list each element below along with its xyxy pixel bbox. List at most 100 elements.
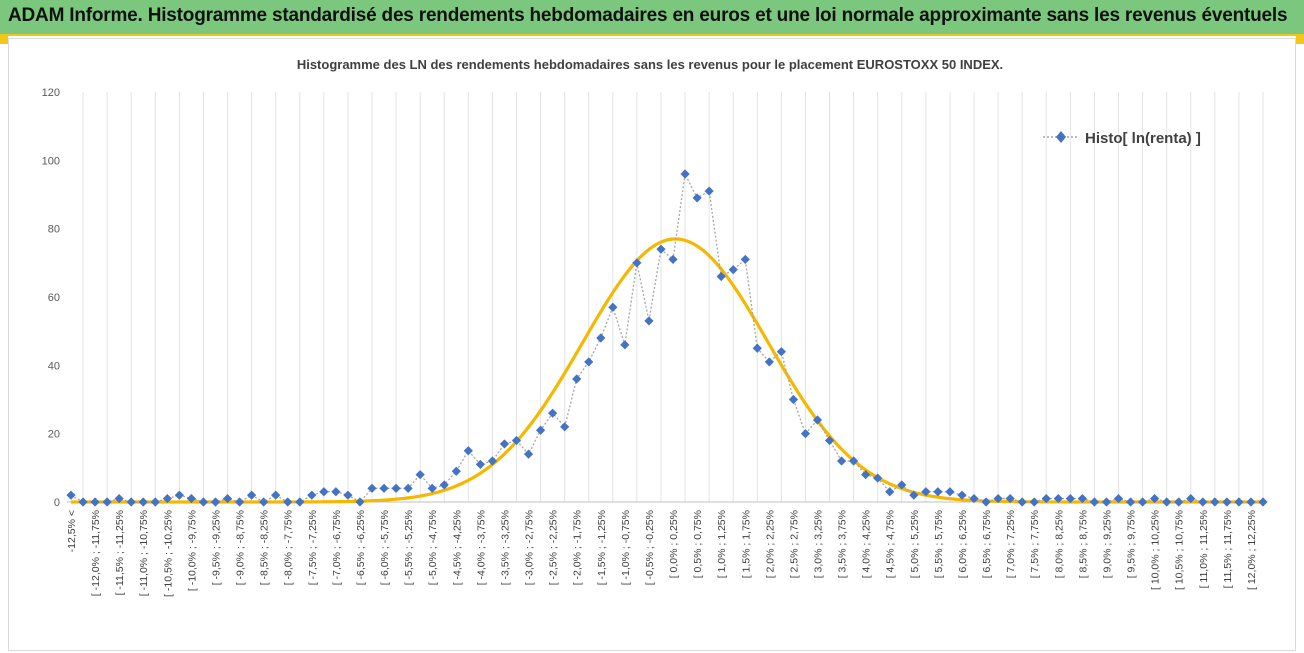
data-point-marker xyxy=(150,497,160,507)
data-point-marker xyxy=(1222,497,1232,507)
data-point-marker xyxy=(343,490,353,500)
data-point-marker xyxy=(824,435,835,446)
data-point-marker xyxy=(451,466,461,476)
data-point-marker xyxy=(427,483,437,493)
data-point-marker xyxy=(993,493,1003,504)
y-tick-label: 0 xyxy=(54,497,60,509)
x-tick-label: [ 2,5% ; 2,75% xyxy=(788,510,800,578)
data-point-marker xyxy=(283,497,293,507)
normal-curve xyxy=(71,237,1263,504)
data-point-marker xyxy=(523,449,534,459)
data-point-marker xyxy=(307,490,317,500)
x-tick-label: [ -0,5% ; -0,25% xyxy=(644,510,656,585)
data-point-marker xyxy=(198,497,209,507)
data-point-marker xyxy=(957,490,967,500)
data-point-marker xyxy=(90,497,100,507)
data-point-marker xyxy=(1065,493,1075,504)
x-tick-label: [ -11,0% ; -10,75% xyxy=(138,510,150,596)
x-tick-label: [ 10,5% ; 10,75% xyxy=(1174,510,1186,590)
data-point-marker xyxy=(836,456,847,466)
data-point-marker xyxy=(764,357,774,367)
x-tick-label: [ 2,0% ; 2,25% xyxy=(764,510,776,578)
data-point-marker xyxy=(331,487,341,497)
data-point-marker xyxy=(1198,497,1208,507)
data-point-marker xyxy=(548,408,558,418)
data-point-marker xyxy=(800,429,811,439)
data-point-marker xyxy=(499,439,510,449)
data-point-marker xyxy=(897,480,907,490)
data-point-marker xyxy=(186,493,197,504)
y-tick-label: 80 xyxy=(48,224,60,236)
data-point-marker xyxy=(728,265,738,275)
data-point-marker xyxy=(596,333,606,343)
data-point-marker xyxy=(668,254,678,265)
data-point-marker xyxy=(584,357,594,367)
data-point-marker xyxy=(788,394,799,405)
y-tick-label: 120 xyxy=(42,87,60,99)
x-tick-label: [ -12,0% ; -11,75% xyxy=(90,510,102,596)
data-point-marker xyxy=(259,497,269,507)
x-tick-label: [ -2,5% ; -2,25% xyxy=(548,510,560,585)
data-point-marker xyxy=(222,493,233,504)
data-point-marker xyxy=(1150,493,1160,504)
x-tick-label: [ -4,0% ; -3,75% xyxy=(475,510,487,585)
data-point-marker xyxy=(1077,493,1087,504)
x-tick-label: -12,5% < xyxy=(66,510,78,552)
report-header: ADAM Informe. Histogramme standardisé de… xyxy=(0,0,1304,36)
data-point-marker xyxy=(439,480,449,490)
x-tick-label: [ 12,0% ; 12,25% xyxy=(1246,510,1258,590)
data-point-marker xyxy=(1113,493,1124,504)
x-tick-label: [ 9,5% ; 9,75% xyxy=(1126,510,1138,578)
data-point-marker xyxy=(126,497,136,507)
data-point-marker xyxy=(319,487,329,497)
data-point-marker xyxy=(849,456,859,466)
data-point-marker xyxy=(1005,493,1015,504)
x-tick-label: [ -1,0% ; -0,75% xyxy=(620,510,632,585)
data-point-marker xyxy=(945,487,955,497)
x-tick-label: [ -9,5% ; -9,25% xyxy=(210,510,222,585)
x-tick-label: [ -9,0% ; -8,75% xyxy=(235,510,247,585)
data-point-marker xyxy=(608,302,618,312)
data-point-marker xyxy=(776,347,786,357)
data-point-marker xyxy=(247,490,257,500)
x-tick-label: [ 5,0% ; 5,25% xyxy=(909,510,921,578)
data-point-marker xyxy=(560,422,570,432)
x-tick-label: [ -4,5% ; -4,25% xyxy=(451,510,463,585)
x-tick-label: [ 0,5% ; 0,75% xyxy=(692,510,704,578)
data-point-marker xyxy=(921,487,931,497)
data-point-marker xyxy=(535,425,546,435)
x-tick-label: [ 5,5% ; 5,75% xyxy=(933,510,945,578)
data-point-marker xyxy=(463,446,473,456)
data-point-marker xyxy=(1174,497,1184,507)
x-tick-label: [ 3,5% ; 3,75% xyxy=(837,510,849,578)
x-tick-label: [ -7,5% ; -7,25% xyxy=(307,510,319,585)
data-point-marker xyxy=(752,343,762,353)
x-tick-label: [ -7,0% ; -6,75% xyxy=(331,510,343,585)
x-tick-label: [ -2,0% ; -1,75% xyxy=(572,510,584,585)
x-tick-label: [ 1,5% ; 1,75% xyxy=(740,510,752,578)
data-point-marker xyxy=(1258,497,1268,507)
data-point-marker xyxy=(379,483,389,493)
data-point-marker xyxy=(234,497,245,507)
data-point-marker xyxy=(138,497,148,507)
y-tick-label: 60 xyxy=(48,292,60,304)
x-axis: -12,5% < [ -12,0% ; -11,75% [ -11,5% ; -11… xyxy=(66,501,1267,597)
data-point-marker xyxy=(66,490,76,500)
x-tick-label: [ 8,5% ; 8,75% xyxy=(1077,510,1089,578)
data-point-marker xyxy=(174,490,184,500)
histogram-series xyxy=(66,169,1268,507)
corner-accent-right xyxy=(1296,36,1304,44)
data-point-marker xyxy=(295,497,305,507)
data-point-marker xyxy=(885,487,895,497)
data-point-marker xyxy=(162,493,172,504)
x-tick-label: [ -6,5% ; -6,25% xyxy=(355,510,367,585)
x-tick-label: [ -3,0% ; -2,75% xyxy=(524,510,536,585)
data-point-marker xyxy=(1234,497,1244,507)
data-point-marker xyxy=(933,487,943,497)
data-point-marker xyxy=(969,493,979,504)
chart-area xyxy=(8,38,1296,651)
x-tick-label: [ -5,0% ; -4,75% xyxy=(427,510,439,585)
x-tick-label: [ -1,5% ; -1,25% xyxy=(596,510,608,585)
data-point-marker xyxy=(692,193,702,203)
